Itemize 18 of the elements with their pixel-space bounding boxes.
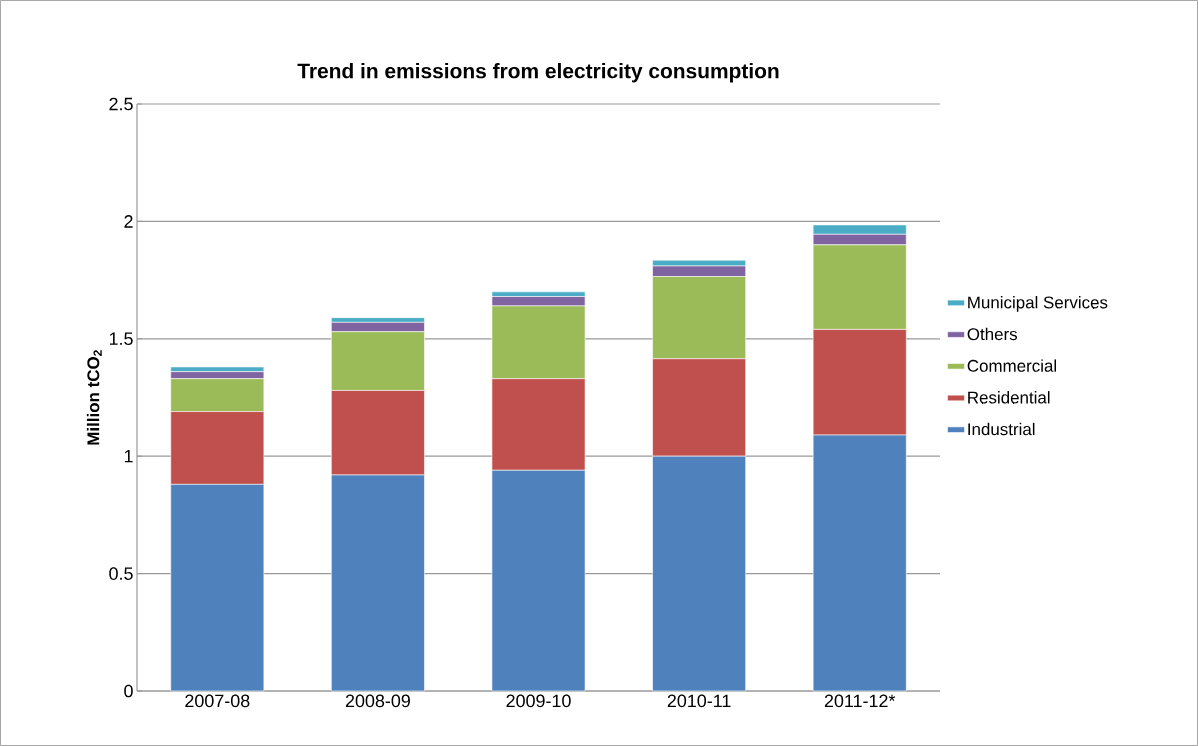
chart-title: Trend in emissions from electricity consumption — [297, 62, 779, 83]
x-tick-label: 2010-11 — [667, 694, 731, 708]
y-axis-title: Million tCO$_{2}$ — [86, 350, 102, 445]
y-tick-label: 2.5 — [109, 97, 133, 111]
legend-label: Commercial — [967, 359, 1057, 372]
legend-label: Others — [967, 327, 1018, 341]
legend-label: Industrial — [968, 422, 1035, 436]
x-tick-label: 2009-10 — [506, 694, 571, 708]
legend-label: Residential — [968, 391, 1050, 404]
y-tick-label: 1.5 — [109, 332, 133, 346]
x-tick-label: 2008-09 — [345, 694, 410, 708]
y-tick-label: 2 — [124, 215, 133, 228]
legend-label: Municipal Services — [968, 296, 1108, 312]
x-tick-label: 2011-12* — [824, 694, 896, 708]
x-tick-label: 2007-08 — [185, 694, 250, 708]
y-tick-label: 1 — [124, 450, 133, 463]
y-tick-label: 0 — [124, 684, 133, 698]
y-tick-label: 0.5 — [109, 567, 133, 580]
